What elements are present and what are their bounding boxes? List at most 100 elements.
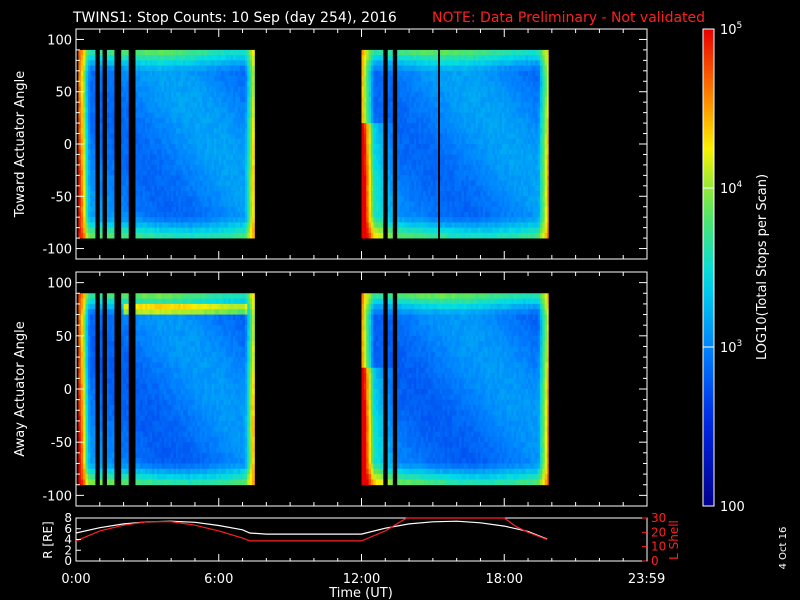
heatmap-cell: [532, 60, 536, 66]
heatmap-cell: [152, 170, 155, 176]
heatmap-cell: [80, 164, 84, 171]
heatmap-cell: [509, 133, 512, 140]
heatmap-cell: [506, 70, 510, 77]
heatmap-cell: [183, 211, 186, 218]
heatmap-cell: [85, 102, 89, 108]
heatmap-cell: [525, 164, 529, 171]
heatmap-cell: [449, 81, 453, 87]
heatmap-cell: [530, 117, 534, 124]
heatmap-cell: [171, 133, 174, 140]
heatmap-cell: [489, 123, 493, 129]
heatmap-cell: [244, 86, 248, 93]
heatmap-cell: [168, 201, 172, 208]
heatmap-cell: [449, 180, 453, 187]
heatmap-cell: [204, 217, 208, 223]
heatmap-cell: [418, 185, 422, 192]
heatmap-cell: [87, 175, 91, 181]
heatmap-cell: [80, 133, 84, 140]
heatmap-cell: [451, 96, 455, 103]
heatmap-cell: [87, 196, 91, 202]
heatmap-cell: [435, 102, 439, 108]
heatmap-cell: [183, 102, 186, 108]
heatmap-cell: [175, 76, 179, 82]
heatmap-cell: [397, 144, 400, 150]
heatmap-cell: [161, 133, 165, 140]
heatmap-cell: [242, 112, 246, 119]
heatmap-cell: [375, 60, 379, 66]
heatmap-cell: [409, 232, 412, 239]
heatmap-cell: [123, 60, 127, 66]
heatmap-cell: [542, 201, 546, 208]
heatmap-cell: [489, 138, 493, 145]
heatmap-cell: [109, 175, 113, 181]
heatmap-cell: [539, 138, 543, 145]
heatmap-cell: [209, 227, 213, 234]
heatmap-cell: [175, 217, 179, 223]
heatmap-cell: [523, 70, 527, 77]
heatmap-cell: [487, 96, 491, 103]
heatmap-cell: [523, 164, 527, 171]
heatmap-cell: [547, 185, 549, 192]
heatmap-cell: [190, 211, 193, 218]
heatmap-cell: [192, 222, 196, 229]
heatmap-cell: [409, 65, 412, 72]
heatmap-cell: [244, 128, 248, 134]
heatmap-cell: [447, 144, 450, 150]
heatmap-cell: [197, 154, 201, 161]
heatmap-cell: [168, 91, 172, 98]
heatmap-cell: [478, 96, 481, 103]
heatmap-cell: [154, 138, 158, 145]
heatmap-cell: [233, 112, 236, 119]
heatmap-cell: [401, 196, 405, 202]
heatmap-cell: [420, 180, 424, 187]
heatmap-cell: [240, 164, 243, 171]
heatmap-cell: [428, 206, 431, 213]
heatmap-cell: [501, 149, 505, 155]
heatmap-cell: [235, 65, 239, 72]
heatmap-cell: [397, 55, 400, 61]
heatmap-cell: [461, 201, 465, 208]
heatmap-cell: [404, 70, 408, 77]
heatmap-cell: [530, 227, 534, 234]
heatmap-cell: [187, 159, 191, 166]
heatmap-cell: [525, 81, 529, 87]
heatmap-cell: [482, 76, 486, 82]
heatmap-cell: [513, 107, 517, 114]
heatmap-cell: [547, 102, 549, 108]
heatmap-cell: [99, 70, 103, 77]
heatmap-cell: [506, 86, 510, 93]
heatmap-cell: [428, 217, 431, 223]
heatmap-cell: [135, 123, 139, 129]
heatmap-cell: [221, 81, 224, 87]
heatmap-cell: [530, 123, 534, 129]
heatmap-cell: [218, 96, 222, 103]
heatmap-cell: [537, 164, 541, 171]
heatmap-cell: [506, 91, 510, 98]
heatmap-cell: [175, 112, 179, 119]
heatmap-cell: [142, 76, 146, 82]
heatmap-cell: [409, 123, 412, 129]
heatmap-cell: [532, 70, 536, 77]
heatmap-cell: [99, 102, 103, 108]
heatmap-cell: [430, 81, 434, 87]
heatmap-cell: [530, 133, 534, 140]
heatmap-cell: [361, 217, 365, 223]
heatmap-cell: [513, 49, 517, 56]
heatmap-cell: [509, 159, 512, 166]
heatmap-cell: [544, 86, 548, 93]
heatmap-cell: [480, 170, 484, 176]
heatmap-cell: [520, 206, 524, 213]
heatmap-cell: [180, 175, 184, 181]
heatmap-cell: [171, 175, 174, 181]
heatmap-cell: [420, 60, 424, 66]
heatmap-cell: [166, 175, 170, 181]
heatmap-cell: [466, 107, 469, 114]
heatmap-cell: [230, 206, 234, 213]
heatmap-cell: [225, 201, 229, 208]
heatmap-cell: [221, 70, 224, 77]
heatmap-cell: [178, 222, 182, 229]
heatmap-cell: [140, 196, 144, 202]
heatmap-cell: [154, 144, 158, 150]
heatmap-cell: [442, 227, 446, 234]
heatmap-cell: [518, 65, 522, 72]
